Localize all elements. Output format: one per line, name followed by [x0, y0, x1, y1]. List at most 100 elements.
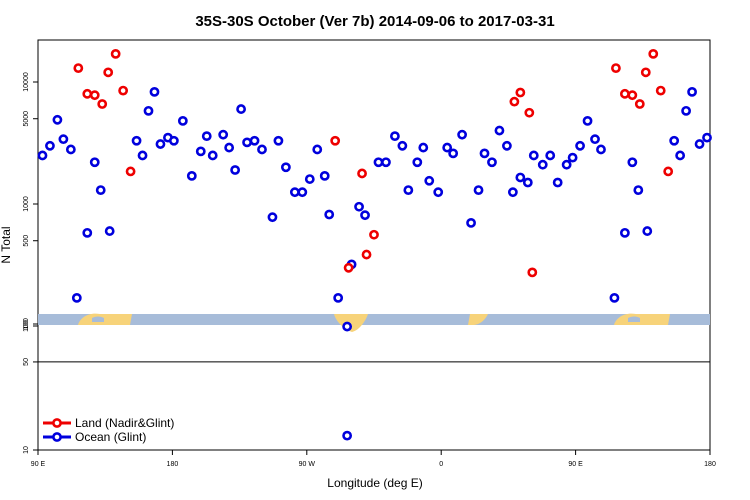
ocean-point: [507, 187, 518, 198]
landmass-detail-1: [92, 316, 104, 322]
ocean-point: [687, 86, 697, 97]
land-point: [89, 90, 100, 101]
ocean-point: [582, 115, 593, 126]
legend-land-marker: [52, 418, 62, 428]
land-point: [634, 99, 645, 109]
ocean-point: [155, 139, 166, 149]
land-point: [82, 88, 93, 99]
x-tick-label: 90 W: [299, 461, 316, 468]
ocean-point: [433, 187, 444, 198]
y-tick-label: 1000: [23, 196, 30, 212]
x-tick-label: 180: [704, 461, 716, 468]
ocean-point: [627, 157, 638, 168]
landmass-south-africa: [468, 314, 488, 325]
ocean-point: [448, 148, 459, 159]
ocean-point: [418, 142, 429, 153]
land-point: [648, 48, 659, 59]
land-point: [110, 48, 121, 59]
ocean-point: [267, 212, 278, 223]
land-point: [118, 85, 129, 96]
land-point: [509, 96, 520, 107]
ocean-point: [249, 135, 260, 146]
legend-ocean-marker: [52, 432, 62, 442]
land-point: [524, 107, 535, 118]
land-point: [369, 229, 379, 240]
ocean-point: [694, 139, 705, 149]
ocean-point: [642, 226, 653, 236]
ocean-point: [257, 144, 267, 155]
x-tick-label: 90 E: [568, 461, 583, 468]
ocean-point: [424, 175, 435, 186]
ocean-point: [342, 321, 353, 332]
ocean-point: [104, 226, 115, 236]
land-point: [73, 63, 84, 73]
surface-band: [38, 314, 710, 325]
ocean-point: [319, 170, 330, 181]
y-tick-label: 5000: [23, 111, 30, 127]
land-point: [619, 88, 630, 99]
landmass-overlay: [78, 313, 670, 332]
ocean-point: [289, 187, 300, 198]
ocean-point: [273, 135, 284, 146]
land-point: [627, 90, 638, 101]
land-point: [103, 67, 114, 78]
ocean-point: [619, 227, 630, 238]
ocean-point: [224, 142, 235, 153]
ocean-point: [515, 172, 526, 183]
ocean-point: [537, 159, 548, 170]
ocean-point: [675, 150, 686, 161]
ocean-point: [494, 125, 505, 136]
ocean-point: [177, 115, 188, 126]
ocean-point: [397, 140, 408, 151]
ocean-point: [552, 177, 563, 188]
ocean-point: [466, 217, 476, 228]
ocean-point: [37, 150, 48, 161]
ocean-point: [242, 137, 252, 148]
land-point: [357, 168, 367, 179]
ocean-point: [702, 132, 712, 143]
land-point: [663, 166, 674, 177]
x-axis-label: Longitude (deg E): [327, 476, 422, 490]
ocean-point: [137, 150, 148, 161]
ocean-point: [131, 135, 142, 146]
ocean-point: [403, 185, 414, 195]
land-point: [640, 67, 651, 78]
x-tick-label: 180: [167, 461, 179, 468]
ocean-point: [561, 159, 572, 170]
y-tick-label: 10: [23, 446, 30, 454]
ocean-point: [479, 148, 490, 159]
land-point: [343, 262, 354, 273]
land-point: [125, 166, 136, 177]
ocean-point: [333, 292, 344, 303]
land-point: [97, 99, 108, 109]
ocean-point: [381, 157, 391, 168]
ocean-point: [442, 142, 453, 153]
land-point: [527, 267, 538, 278]
land-point: [361, 249, 372, 260]
landmass-australia: [78, 313, 132, 325]
ocean-point: [669, 135, 680, 146]
legend: Land (Nadir&Glint) Ocean (Glint): [43, 416, 174, 444]
ocean-point: [354, 201, 364, 212]
ocean-point: [487, 157, 497, 168]
ocean-point: [143, 105, 154, 116]
data-points: [37, 48, 712, 441]
ocean-point: [575, 140, 585, 151]
landmass-australia-2: [614, 313, 670, 325]
ocean-point: [502, 140, 512, 151]
ocean-point: [218, 129, 229, 140]
upper-plot-frame: [37, 39, 711, 325]
y-tick-label: 100: [23, 320, 30, 332]
y-tick-label: 500: [23, 235, 30, 247]
ocean-point: [304, 174, 315, 184]
x-tick-label: 0: [439, 461, 443, 468]
ocean-point: [71, 292, 82, 303]
y-axis-label: N Total: [0, 226, 13, 263]
ocean-point-lower: [342, 430, 353, 441]
ocean-point: [168, 135, 179, 146]
ocean-point: [681, 105, 692, 116]
ocean-point: [230, 165, 241, 175]
ocean-point: [89, 157, 100, 168]
landmass-south-america: [334, 314, 368, 332]
